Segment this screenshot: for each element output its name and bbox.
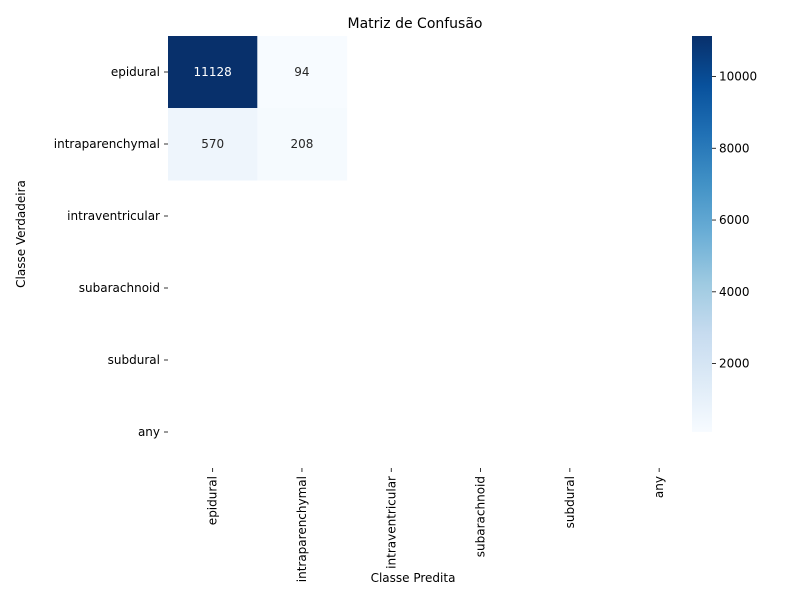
colorbar-tick-label: 10000 [719,69,757,83]
colorbar-tick-label: 6000 [719,213,750,227]
x-tick-label: epidural [206,476,220,525]
heatmap-cell [168,36,258,109]
y-tick-label: epidural [111,65,160,79]
colorbar-tick-label: 8000 [719,141,750,155]
x-tick-label: intraparenchymal [295,476,309,582]
x-tick-label: intraventricular [384,476,398,569]
colorbar-tick-label: 4000 [719,285,750,299]
y-tick-label: subarachnoid [79,281,160,295]
heatmap-cells [168,36,348,181]
y-axis-label: Classe Verdadeira [14,180,28,288]
colorbar-ticks: 2000 4000 6000 8000 10000 [712,69,757,371]
heatmap-cell-value: 94 [294,65,309,79]
heatmap-cell [257,36,348,109]
x-axis-ticks: epidural intraparenchymal intraventricular… [206,468,666,582]
colorbar-tick-label: 2000 [719,357,750,371]
y-tick-label: subdural [108,353,160,367]
heatmap-cell [168,108,258,181]
y-axis-ticks: epidural intraparenchymal intraventricular… [54,65,168,439]
y-tick-label: intraparenchymal [54,137,160,151]
heatmap-cell [257,108,348,181]
heatmap-cell-value: 11128 [194,65,232,79]
x-tick-label: subarachnoid [474,476,488,557]
x-tick-label: subdural [563,476,577,528]
x-axis-label: Classe Predita [371,571,456,585]
heatmap-cell-value: 570 [201,137,224,151]
y-tick-label: any [138,425,160,439]
chart-title: Matriz de Confusão [348,16,483,32]
x-tick-label: any [652,476,666,498]
heatmap-cell-labels: 11128 94 570 208 [194,65,314,151]
heatmap-cell-value: 208 [290,137,313,151]
colorbar [692,36,712,432]
y-tick-label: intraventricular [67,209,160,223]
